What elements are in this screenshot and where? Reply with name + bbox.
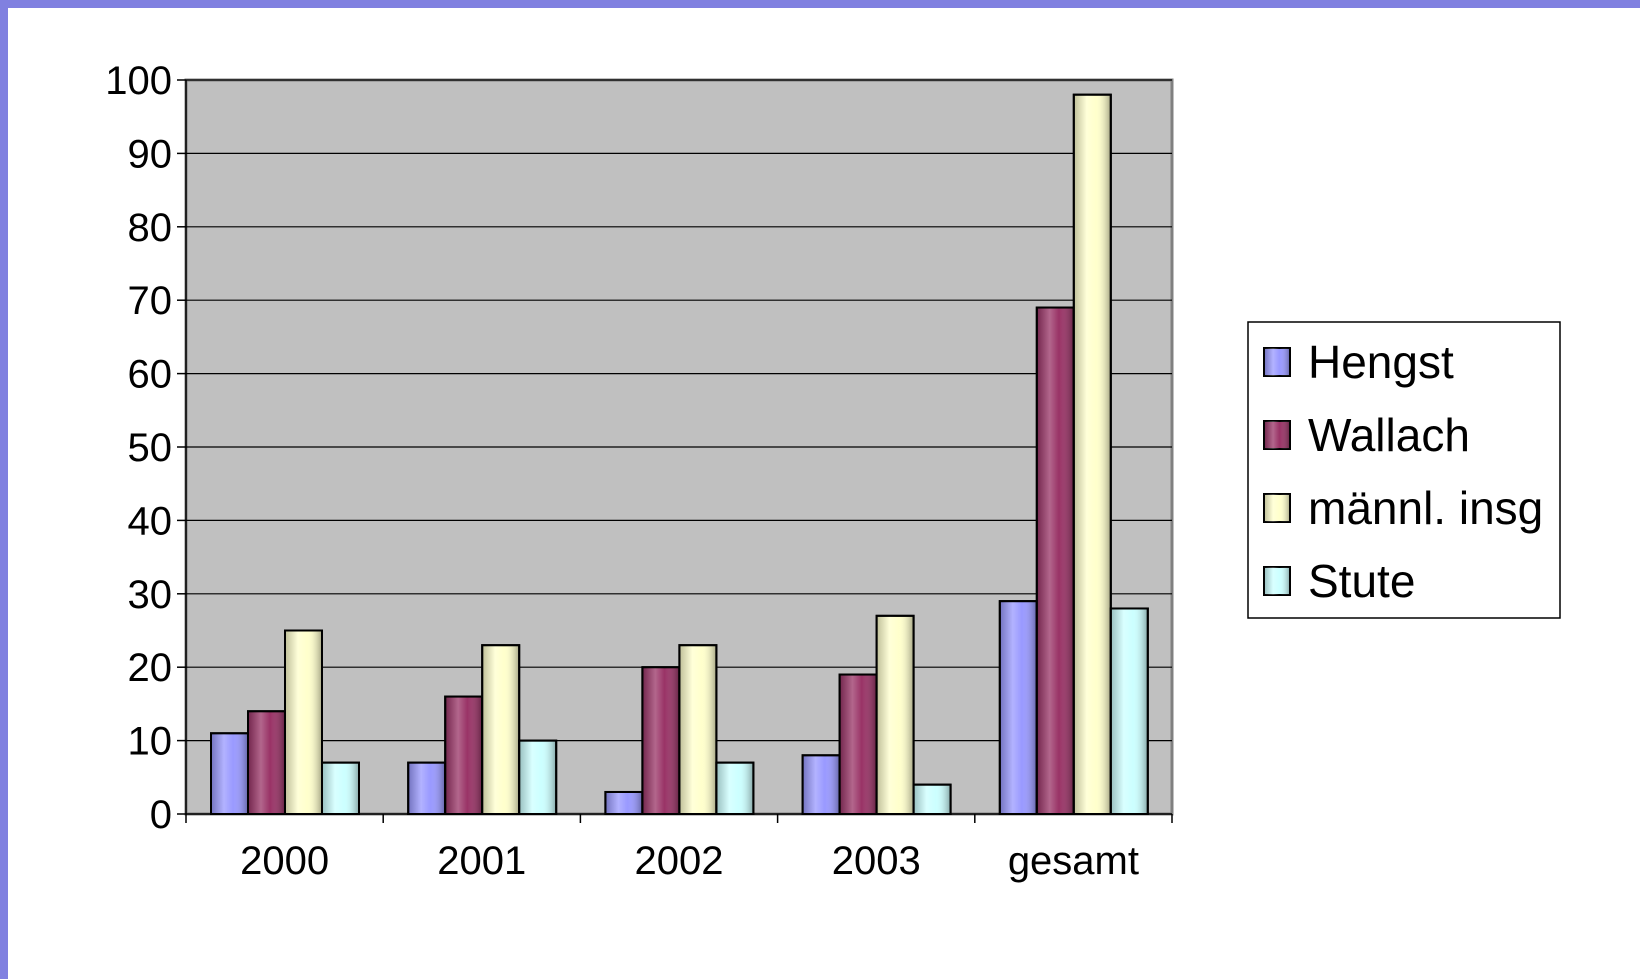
slide-frame: 0 10 20 30 40 50 60 70 80 90 100 2000 2001 2002 2003 g… — [8, 8, 1640, 979]
legend-label: Wallach — [1308, 409, 1470, 461]
bar-m-nnl-insg-2003 — [875, 614, 915, 815]
legend-label: Stute — [1308, 555, 1415, 607]
bar-stute-2003 — [912, 783, 952, 816]
bar-chart: 0 10 20 30 40 50 60 70 80 90 100 2000 2001 2002 2003 g… — [105, 59, 1561, 883]
y-tick-label: 90 — [128, 132, 173, 176]
y-tick-label: 30 — [128, 573, 173, 617]
legend-box — [1247, 321, 1561, 619]
x-category-label: gesamt — [1008, 839, 1139, 883]
legend-swatch — [1263, 420, 1291, 450]
legend-swatch — [1263, 347, 1291, 377]
x-category-label: 2002 — [635, 839, 724, 883]
y-tick-label: 70 — [128, 279, 173, 323]
y-tick-label: 100 — [105, 59, 172, 103]
legend-swatch — [1263, 566, 1291, 596]
y-tick-label: 0 — [150, 793, 172, 837]
x-axis-labels: 2000 2001 2002 2003 gesamt — [240, 839, 1139, 883]
legend-label: männl. insg — [1308, 482, 1543, 534]
bar-hengst-2001 — [407, 761, 447, 815]
bar-wallach-gesamt — [1035, 306, 1075, 815]
bar-wallach-2001 — [444, 695, 484, 815]
y-tick-label: 10 — [128, 720, 173, 764]
y-tick-label: 50 — [128, 426, 173, 470]
bar-wallach-2002 — [641, 666, 681, 816]
bar-hengst-gesamt — [998, 600, 1038, 816]
bar-hengst-2003 — [801, 754, 841, 816]
bar-m-nnl-insg-2002 — [678, 644, 718, 815]
bar-stute-2001 — [518, 739, 558, 815]
bar-stute-2000 — [321, 761, 360, 815]
legend-swatch — [1263, 493, 1291, 523]
legend-label: Hengst — [1308, 336, 1454, 388]
x-category-label: 2003 — [832, 839, 921, 883]
bar-m-nnl-insg-gesamt — [1072, 93, 1112, 816]
bar-stute-2002 — [715, 761, 755, 815]
x-category-label: 2000 — [240, 839, 329, 883]
legend: Hengst Wallach männl. insg Stute — [1247, 321, 1561, 619]
bar-m-nnl-insg-2001 — [481, 644, 521, 815]
bars — [210, 93, 1149, 816]
bar-wallach-2000 — [247, 710, 286, 815]
bar-wallach-2003 — [838, 673, 878, 815]
x-category-label: 2001 — [437, 839, 526, 883]
y-tick-label: 60 — [128, 353, 173, 397]
bar-m-nnl-insg-2000 — [284, 629, 323, 815]
y-tick-label: 80 — [128, 206, 173, 250]
y-tick-label: 40 — [128, 499, 173, 543]
y-axis-ticks: 0 10 20 30 40 50 60 70 80 90 100 — [105, 59, 186, 837]
bar-hengst-2000 — [210, 732, 249, 816]
y-tick-label: 20 — [128, 646, 173, 690]
bar-stute-gesamt — [1109, 607, 1149, 815]
bar-hengst-2002 — [604, 790, 644, 815]
